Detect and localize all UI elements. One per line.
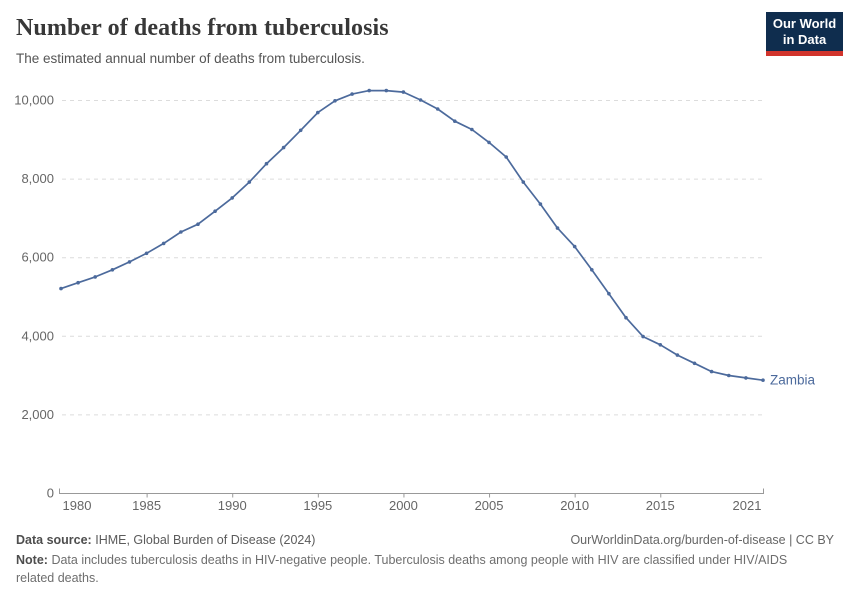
data-point[interactable]: [298, 128, 303, 133]
data-point[interactable]: [127, 260, 132, 264]
data-point[interactable]: [504, 155, 509, 159]
x-axis: [59, 488, 764, 498]
series-label-zambia[interactable]: Zambia: [770, 373, 816, 388]
x-axis-line: [59, 488, 764, 494]
y-gridlines: [62, 100, 763, 416]
data-point[interactable]: [727, 373, 731, 378]
x-tick-label: 2005: [475, 498, 504, 513]
x-tick-label: 1980: [63, 498, 92, 513]
y-tick-label: 6,000: [21, 250, 54, 265]
data-point[interactable]: [247, 180, 252, 184]
data-source: Data source: IHME, Global Burden of Dise…: [16, 531, 315, 549]
page-subtitle: The estimated annual number of deaths fr…: [16, 51, 365, 66]
data-point[interactable]: [281, 145, 286, 150]
data-point[interactable]: [230, 196, 234, 200]
data-point[interactable]: [110, 268, 115, 272]
data-point[interactable]: [624, 315, 628, 320]
data-point[interactable]: [264, 161, 269, 166]
trend-line-zambia[interactable]: [59, 88, 765, 383]
owid-logo-line2: in Data: [782, 32, 827, 47]
y-tick-label: 0: [47, 486, 54, 501]
data-point[interactable]: [453, 119, 457, 123]
data-source-label: Data source:: [16, 533, 92, 547]
data-point[interactable]: [487, 140, 491, 145]
note-text: Data includes tuberculosis deaths in HIV…: [16, 553, 788, 585]
chart-footer: Data source: IHME, Global Burden of Dise…: [16, 531, 834, 587]
x-tick-label: 2010: [560, 498, 589, 513]
y-tick-label: 4,000: [21, 328, 54, 343]
data-point[interactable]: [692, 361, 697, 366]
data-point[interactable]: [350, 92, 354, 96]
data-point[interactable]: [418, 98, 423, 102]
data-point[interactable]: [538, 202, 543, 206]
data-point[interactable]: [641, 334, 645, 339]
x-tick-label: 1990: [218, 498, 247, 513]
data-point[interactable]: [761, 378, 765, 383]
data-point[interactable]: [744, 376, 748, 380]
x-axis-labels: 1980 1985 1990 1995 2000 2005 2010 2015 2021: [63, 498, 762, 513]
page-title: Number of deaths from tuberculosis: [16, 15, 389, 41]
data-point[interactable]: [213, 209, 217, 213]
credit-link[interactable]: OurWorldinData.org/burden-of-disease | C…: [570, 533, 834, 547]
data-point[interactable]: [521, 180, 526, 184]
note-label: Note:: [16, 553, 48, 567]
data-point[interactable]: [658, 343, 663, 347]
data-point[interactable]: [333, 99, 337, 103]
y-tick-label: 10,000: [14, 93, 54, 108]
data-point[interactable]: [144, 251, 149, 256]
chart-header: Number of deaths from tuberculosis The e…: [16, 12, 843, 66]
data-point[interactable]: [435, 107, 440, 111]
data-point[interactable]: [572, 244, 577, 249]
data-point[interactable]: [384, 88, 389, 93]
owid-logo-line1: Our World: [772, 16, 837, 31]
data-point[interactable]: [161, 241, 166, 246]
data-point[interactable]: [555, 226, 560, 230]
x-tick-label: 2021: [733, 498, 762, 513]
x-tick-label: 1985: [132, 498, 161, 513]
data-point[interactable]: [470, 127, 474, 132]
x-tick-label: 2015: [646, 498, 675, 513]
data-point[interactable]: [367, 88, 372, 93]
data-point[interactable]: [179, 230, 183, 234]
line-path: [60, 89, 764, 382]
data-point[interactable]: [59, 286, 63, 291]
y-tick-label: 8,000: [21, 171, 54, 186]
data-point[interactable]: [76, 280, 80, 285]
y-tick-label: 2,000: [21, 407, 54, 422]
data-point[interactable]: [590, 268, 594, 272]
chart-note: Note: Data includes tuberculosis deaths …: [16, 551, 812, 587]
data-point[interactable]: [196, 222, 200, 226]
owid-logo[interactable]: Our World in Data: [766, 12, 843, 56]
data-point[interactable]: [709, 369, 714, 374]
data-point[interactable]: [401, 90, 406, 94]
data-point[interactable]: [316, 110, 320, 115]
y-axis-labels: 0 2,000 4,000 6,000 8,000 10,000: [14, 93, 54, 501]
data-point[interactable]: [607, 291, 611, 296]
data-point[interactable]: [93, 275, 97, 279]
x-tick-label: 2000: [389, 498, 418, 513]
data-source-text: IHME, Global Burden of Disease (2024): [95, 533, 316, 547]
data-point[interactable]: [675, 353, 680, 357]
x-tick-label: 1995: [303, 498, 332, 513]
